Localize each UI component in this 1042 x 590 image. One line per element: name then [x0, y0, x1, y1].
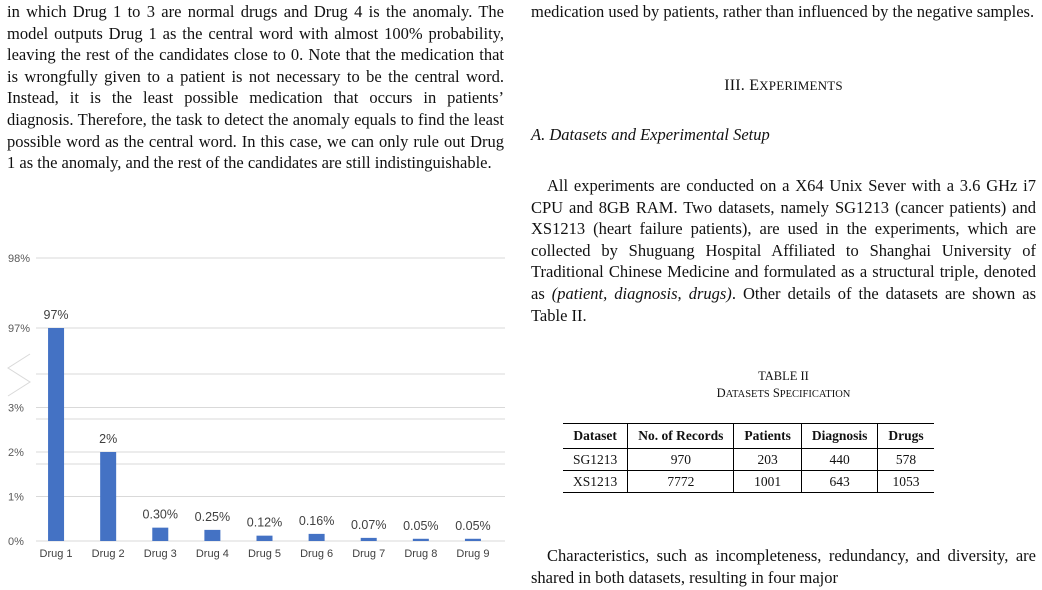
table-cell: 1001 — [733, 470, 802, 493]
table-header-cell: Drugs — [877, 423, 934, 449]
table-header-cell: Patients — [733, 423, 802, 449]
table-header-cell: Dataset — [573, 428, 617, 443]
x-tick-label: Drug 7 — [352, 548, 385, 560]
table-title-rest-1: ATASETS — [725, 389, 770, 400]
setup-paragraph: All experiments are conducted on a X64 U… — [531, 175, 1036, 326]
table-cell: 578 — [877, 448, 934, 471]
table-cell: 643 — [800, 470, 878, 493]
table-row: SG1213 970 203 440 578 — [563, 448, 934, 471]
section-initial: E — [749, 77, 760, 94]
table-header-row: Dataset No. of Records Patients Diagnosi… — [563, 423, 934, 449]
bar — [256, 535, 273, 541]
table-header-cell: No. of Records — [627, 423, 734, 449]
y-tick-label: 97% — [8, 323, 30, 335]
table-cell: 970 — [627, 448, 734, 471]
drug-probability-bar-chart: 0% 1% 2% 3% 97% 98% 97% Drug 1 2% Drug 2 0.30% Drug… — [7, 253, 505, 560]
table-cell: 1053 — [877, 470, 934, 493]
axis-break-mark — [7, 353, 31, 397]
data-label: 97% — [44, 308, 69, 322]
table-label: TABLE II — [758, 369, 809, 383]
x-tick-label: Drug 3 — [144, 548, 177, 560]
data-label: 0.16% — [299, 514, 334, 528]
bar — [48, 328, 65, 541]
table-cell: 203 — [733, 448, 802, 471]
bar — [308, 533, 325, 541]
x-tick-label: Drug 2 — [92, 548, 125, 560]
axis-break — [7, 353, 31, 397]
table-title: DATASETS SPECIFICATION — [531, 385, 1036, 403]
setup-math: (patient, diagnosis, drugs) — [551, 283, 732, 303]
x-tick-label: Drug 9 — [456, 548, 489, 560]
x-tick-label: Drug 1 — [40, 548, 73, 560]
bar — [100, 452, 117, 541]
bar — [204, 529, 221, 541]
chart-bars — [48, 328, 481, 541]
right-column-paragraph-top: medication used by patients, rather than… — [531, 2, 1035, 21]
table-cell: 7772 — [627, 470, 734, 493]
section-heading: III. EXPERIMENTS — [531, 77, 1036, 95]
data-label: 0.12% — [247, 516, 282, 530]
x-tick-label: Drug 4 — [196, 548, 229, 560]
section-numeral: III. — [724, 77, 745, 94]
x-tick-label: Drug 5 — [248, 548, 281, 560]
data-label: 0.07% — [351, 518, 386, 532]
y-tick-label: 98% — [8, 253, 30, 265]
data-label: 0.05% — [403, 519, 438, 533]
table-row: XS1213 7772 1001 643 1053 — [563, 470, 934, 493]
left-column-paragraph: in which Drug 1 to 3 are normal drugs an… — [7, 2, 504, 173]
y-tick-label: 3% — [8, 403, 24, 415]
setup-text-1: All experiments are conducted on a X64 U… — [531, 176, 1036, 303]
table-cell: SG1213 — [563, 448, 628, 471]
table-header-cell: Diagnosis — [800, 423, 878, 449]
bar — [360, 537, 377, 541]
setup-text-2: . Other details of the datasets are show… — [531, 283, 1037, 325]
table-cell: 440 — [800, 448, 878, 471]
x-tick-label: Drug 8 — [404, 548, 437, 560]
table-title-initial-2: S — [772, 386, 780, 400]
right-column-paragraph-bottom: Characteristics, such as incompleteness,… — [531, 546, 1036, 587]
bar — [464, 538, 481, 541]
bar — [412, 538, 429, 541]
data-label: 2% — [99, 432, 117, 446]
datasets-table: Dataset No. of Records Patients Diagnosi… — [563, 423, 934, 493]
table-cell: XS1213 — [563, 470, 628, 493]
x-tick-label: Drug 6 — [300, 548, 333, 560]
bar — [152, 527, 169, 541]
y-tick-label: 0% — [8, 536, 24, 548]
chart-labels: 0% 1% 2% 3% 97% 98% 97% Drug 1 2% Drug 2 0.30% Drug… — [8, 253, 491, 560]
data-label: 0.30% — [143, 508, 178, 522]
y-tick-label: 2% — [8, 447, 24, 459]
data-label: 0.05% — [455, 519, 490, 533]
table-title-initial-1: D — [716, 386, 726, 400]
table-title-rest-2: PECIFICATION — [779, 389, 851, 400]
subsection-heading: A. Datasets and Experimental Setup — [531, 125, 770, 144]
y-tick-label: 1% — [8, 492, 24, 504]
data-label: 0.25% — [195, 510, 230, 524]
section-rest: XPERIMENTS — [759, 78, 843, 93]
